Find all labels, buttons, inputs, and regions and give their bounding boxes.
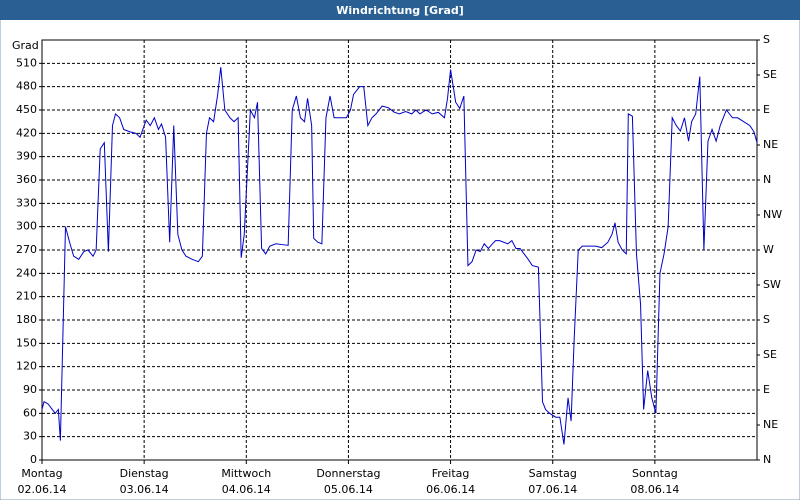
chart-title: Windrichtung [Grad] xyxy=(336,4,464,17)
title-bar xyxy=(0,0,800,20)
y2-tick-label: N xyxy=(763,173,771,186)
y2-tick-label: E xyxy=(763,103,770,116)
x-tick-label: 08.06.14 xyxy=(630,483,679,496)
x-tick-label: Montag xyxy=(21,467,62,480)
x-tick-label: Mittwoch xyxy=(221,467,271,480)
y-tick-label: 510 xyxy=(16,56,37,69)
x-tick-label: Donnerstag xyxy=(316,467,380,480)
y-tick-label: 0 xyxy=(30,453,37,466)
x-tick-label: 04.06.14 xyxy=(222,483,271,496)
y2-tick-label: W xyxy=(763,243,774,256)
y2-tick-label: S xyxy=(763,313,770,326)
y-tick-label: 180 xyxy=(16,313,37,326)
y2-tick-label: NE xyxy=(763,138,778,151)
x-tick-label: Sonntag xyxy=(632,467,678,480)
y2-tick-label: NE xyxy=(763,418,778,431)
y2-tick-label: E xyxy=(763,383,770,396)
y-tick-label: 420 xyxy=(16,126,37,139)
y-tick-label: 210 xyxy=(16,290,37,303)
y-axis-label: Grad xyxy=(12,39,39,52)
x-tick-label: Samstag xyxy=(529,467,577,480)
x-tick-label: 05.06.14 xyxy=(324,483,373,496)
x-tick-label: 02.06.14 xyxy=(18,483,67,496)
x-tick-label: Freitag xyxy=(432,467,470,480)
y-tick-label: 30 xyxy=(23,430,37,443)
y-tick-label: 90 xyxy=(23,383,37,396)
y-tick-label: 300 xyxy=(16,220,37,233)
data-line xyxy=(41,67,758,445)
y-tick-label: 330 xyxy=(16,196,37,209)
y-tick-label: 480 xyxy=(16,80,37,93)
y2-tick-label: S xyxy=(763,33,770,46)
x-tick-label: 03.06.14 xyxy=(120,483,169,496)
y2-tick-label: NW xyxy=(763,208,782,221)
x-tick-label: 07.06.14 xyxy=(528,483,577,496)
y-tick-label: 240 xyxy=(16,266,37,279)
x-tick-label: Dienstag xyxy=(120,467,169,480)
y2-tick-label: SE xyxy=(763,348,777,361)
y-tick-label: 390 xyxy=(16,150,37,163)
y2-tick-label: SE xyxy=(763,68,777,81)
y-tick-label: 60 xyxy=(23,406,37,419)
y-tick-label: 120 xyxy=(16,360,37,373)
y-tick-label: 360 xyxy=(16,173,37,186)
y2-tick-label: N xyxy=(763,453,771,466)
x-tick-label: 06.06.14 xyxy=(426,483,475,496)
y-tick-label: 270 xyxy=(16,243,37,256)
y2-tick-label: SW xyxy=(763,278,781,291)
y-tick-label: 450 xyxy=(16,103,37,116)
y-tick-label: 150 xyxy=(16,336,37,349)
